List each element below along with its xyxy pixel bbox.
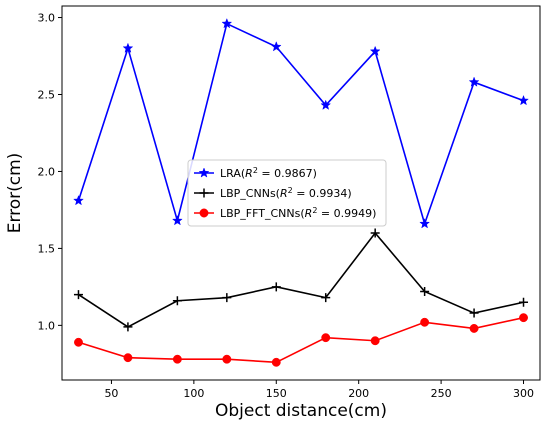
- data-point-fft: [172, 354, 182, 364]
- y-tick-label: 1.5: [38, 242, 56, 255]
- y-tick-label: 1.0: [38, 319, 56, 332]
- y-tick-label: 2.0: [38, 165, 56, 178]
- legend-label-sup: 2: [312, 206, 317, 215]
- legend-marker-cnn: [199, 188, 209, 198]
- x-tick-label: 100: [183, 387, 204, 400]
- series-lra: [73, 17, 529, 229]
- data-point-lra: [468, 76, 480, 87]
- plot-area: [61, 5, 541, 381]
- legend-label-sup: 2: [288, 186, 293, 195]
- legend-label-r: R: [280, 187, 288, 200]
- data-point-fft: [222, 354, 232, 364]
- data-point-fft: [519, 313, 528, 323]
- data-point-lra: [122, 42, 134, 53]
- series-layer: [73, 17, 529, 367]
- legend-label-prefix: LBP_FFT_CNNs(: [220, 207, 305, 220]
- data-point-fft: [370, 336, 380, 346]
- legend-entry-lra: LRA(R2 = 0.9867): [194, 166, 317, 181]
- x-tick-label: 250: [431, 387, 452, 400]
- data-point-lra: [369, 45, 381, 57]
- data-point-cnn: [222, 293, 232, 303]
- legend-box: [187, 159, 387, 227]
- data-point-lra: [320, 99, 332, 110]
- data-point-fft: [123, 353, 133, 363]
- legend-marker-lra: [198, 167, 210, 178]
- legend-label-lra: LRA(R2 = 0.9867): [220, 166, 317, 181]
- legend-label-prefix: LRA(: [220, 167, 245, 180]
- data-point-cnn: [172, 296, 182, 306]
- series-line-lra: [77, 22, 524, 227]
- data-point-fft: [271, 357, 281, 367]
- data-point-cnn: [123, 322, 133, 332]
- data-point-lra: [419, 218, 431, 229]
- data-point-fft: [321, 333, 331, 343]
- legend-entry-fft: LBP_FFT_CNNs(R2 = 0.9949): [194, 206, 376, 221]
- legend-label-sup: 2: [253, 166, 258, 175]
- y-tick-label: 2.5: [38, 88, 56, 101]
- data-point-fft: [74, 337, 83, 347]
- data-point-lra: [518, 94, 529, 106]
- data-point-lra: [221, 17, 233, 29]
- legend-label-r: R: [245, 167, 253, 180]
- series-line-fft: [78, 316, 524, 364]
- data-point-cnn: [469, 308, 479, 318]
- y-axis-label: Error(cm): [5, 153, 25, 234]
- legend-label-cnn: LBP_CNNs(R2 = 0.9934): [220, 186, 352, 201]
- data-point-fft: [469, 323, 479, 333]
- legend-label-fft: LBP_FFT_CNNs(R2 = 0.9949): [220, 206, 376, 221]
- plot-frame: [61, 5, 541, 381]
- x-tick-label: 300: [513, 387, 534, 400]
- series-line-cnn: [78, 231, 524, 328]
- legend-label-suffix: = 0.9949): [317, 207, 376, 220]
- legend-marker-fft: [199, 208, 209, 218]
- legend-label-suffix: = 0.9934): [293, 187, 352, 200]
- data-point-lra: [171, 214, 183, 226]
- data-point-cnn: [271, 282, 281, 292]
- legend: LRA(R2 = 0.9867)LBP_CNNs(R2 = 0.9934)LBP…: [187, 159, 387, 227]
- data-point-cnn: [519, 297, 529, 307]
- legend-label-r: R: [305, 207, 313, 220]
- legend-entry-cnn: LBP_CNNs(R2 = 0.9934): [194, 186, 352, 201]
- x-tick-label: 150: [266, 387, 287, 400]
- data-point-fft: [420, 317, 430, 327]
- legend-label-suffix: = 0.9867): [258, 167, 317, 180]
- legend-label-prefix: LBP_CNNs(: [220, 187, 280, 200]
- data-point-cnn: [420, 287, 430, 297]
- data-point-cnn: [370, 228, 380, 238]
- series-cnn: [73, 228, 529, 332]
- y-tick-label: 3.0: [38, 12, 56, 25]
- data-point-lra: [270, 41, 282, 52]
- x-tick-label: 50: [104, 387, 118, 400]
- data-point-cnn: [73, 290, 83, 300]
- x-tick-label: 200: [348, 387, 369, 400]
- data-point-cnn: [321, 293, 331, 303]
- x-axis-label: Object distance(cm): [215, 401, 387, 421]
- y-axis: 1.0 1.5 2.0 2.5 3.0: [38, 12, 62, 332]
- x-axis: 50 100 150 200 250 300: [104, 380, 534, 400]
- series-fft: [74, 313, 528, 367]
- data-point-lra: [73, 194, 84, 206]
